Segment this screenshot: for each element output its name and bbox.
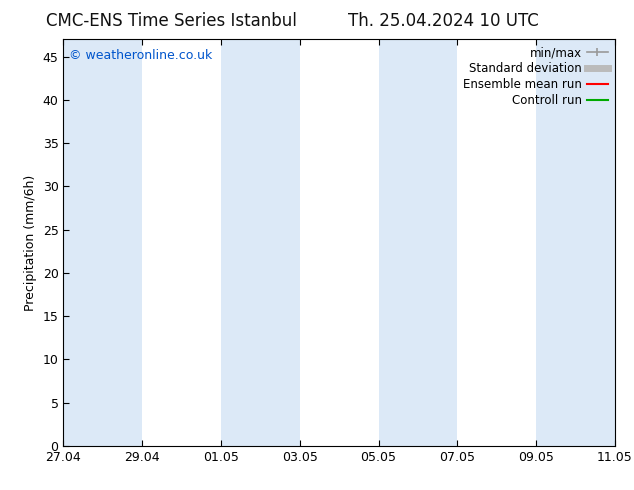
Y-axis label: Precipitation (mm/6h): Precipitation (mm/6h) — [24, 174, 37, 311]
Bar — [221, 39, 300, 446]
Bar — [536, 39, 615, 446]
Legend: min/max, Standard deviation, Ensemble mean run, Controll run: min/max, Standard deviation, Ensemble me… — [458, 42, 612, 112]
Text: CMC-ENS Time Series Istanbul: CMC-ENS Time Series Istanbul — [46, 12, 297, 30]
Bar — [378, 39, 457, 446]
Text: © weatheronline.co.uk: © weatheronline.co.uk — [69, 49, 212, 62]
Text: Th. 25.04.2024 10 UTC: Th. 25.04.2024 10 UTC — [349, 12, 539, 30]
Bar — [63, 39, 142, 446]
